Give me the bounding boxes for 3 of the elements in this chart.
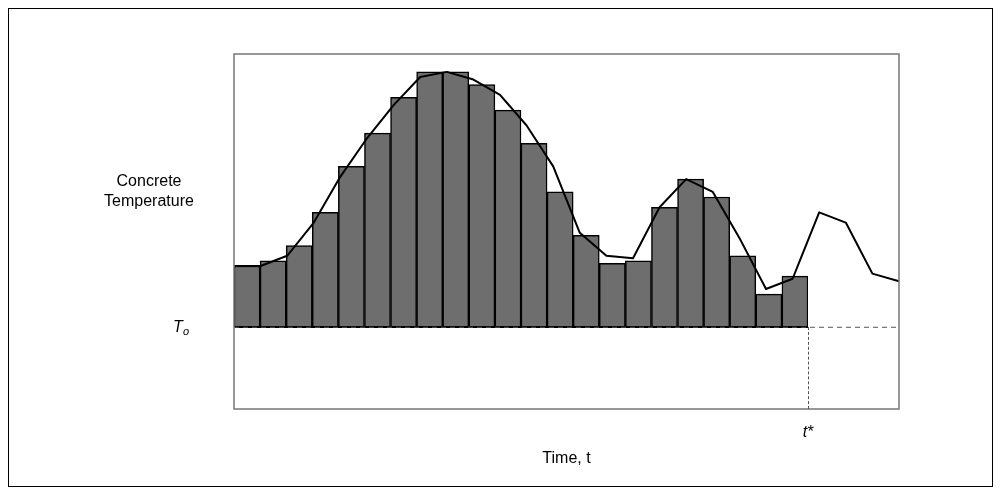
text: t* — [802, 423, 815, 441]
x-axis-title: Time, t — [542, 449, 592, 467]
y-axis-title: Concrete Temperature — [104, 171, 195, 209]
